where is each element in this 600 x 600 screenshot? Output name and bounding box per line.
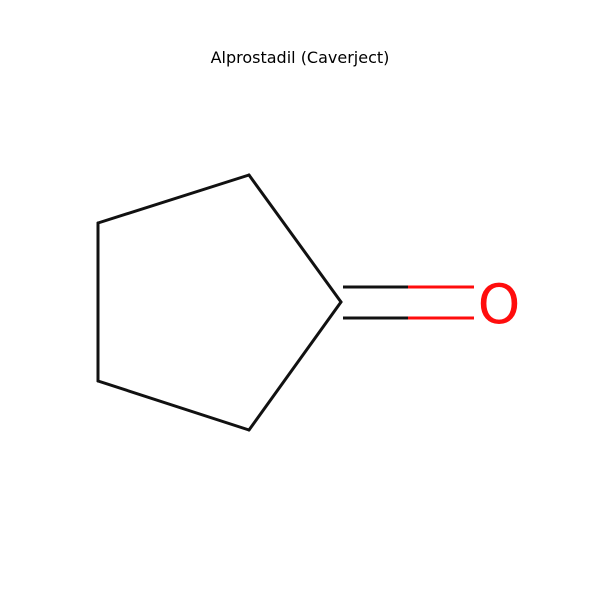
bond-c2-c3: [96, 173, 251, 225]
bond-c4-c5: [96, 379, 251, 432]
bond-c1-c2: [247, 173, 343, 304]
bond-c5-c1: [247, 300, 343, 432]
diagram-title: Alprostadil (Caverject): [210, 48, 390, 67]
atom-label-oxygen: O: [478, 273, 521, 336]
bond-c1-o1-double: [343, 285, 474, 320]
